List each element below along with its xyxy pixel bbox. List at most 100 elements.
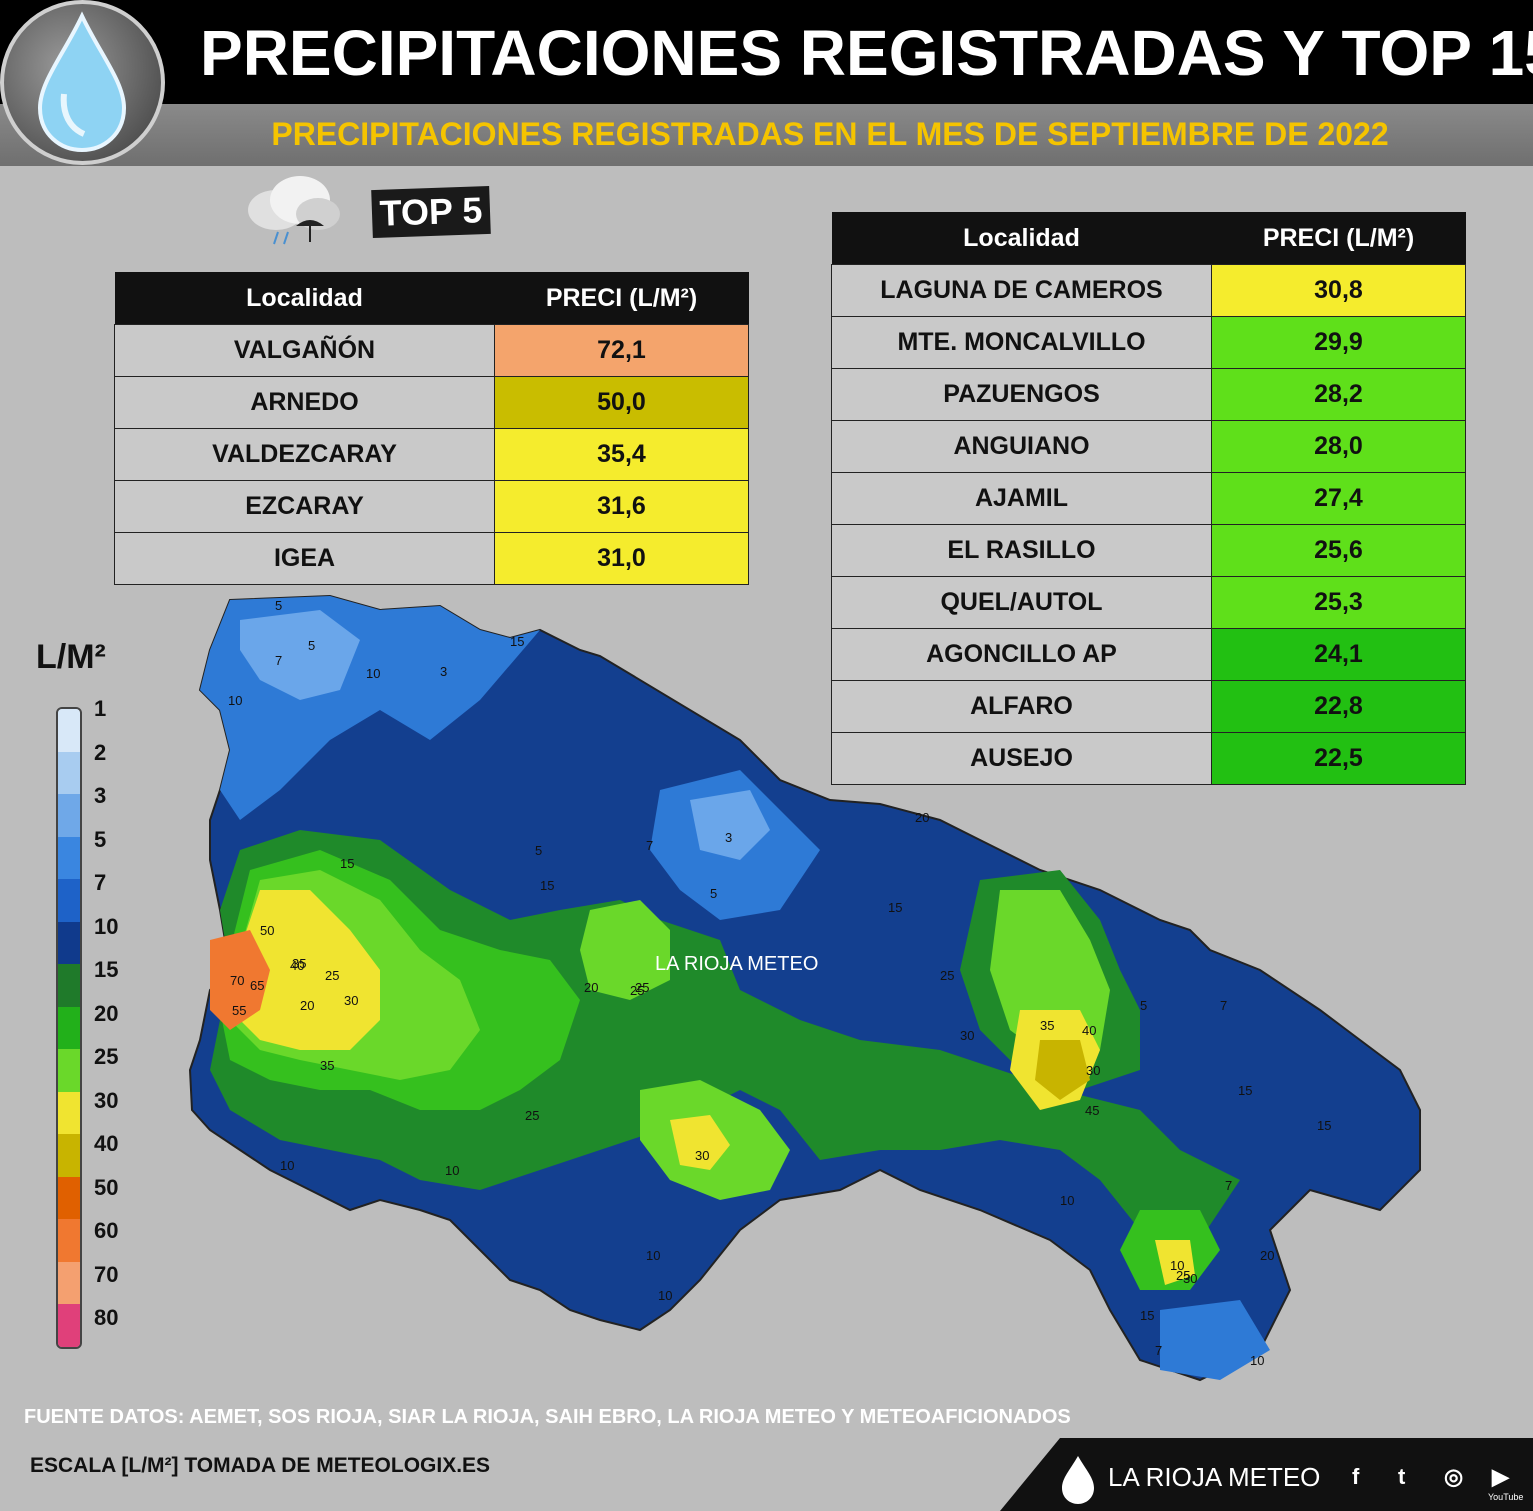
youtube-caption: YouTube — [1488, 1492, 1524, 1502]
localidad-cell: VALGAÑÓN — [114, 324, 495, 377]
legend-label: 10 — [94, 913, 119, 939]
contour-label: 45 — [1085, 1103, 1099, 1118]
contour-label: 20 — [300, 998, 314, 1013]
preci-cell: 72,1 — [494, 324, 749, 377]
legend-swatch — [58, 1134, 80, 1177]
table-row: QUEL/AUTOL 25,3 — [831, 576, 1466, 629]
legend-label: 7 — [94, 870, 107, 895]
page-title: PRECIPITACIONES REGISTRADAS Y TOP 15 — [200, 17, 1533, 89]
table-row: EZCARAY 31,6 — [114, 480, 749, 533]
preci-cell: 35,4 — [494, 428, 749, 481]
preci-cell: 28,0 — [1211, 420, 1466, 473]
contour-label: 10 — [1170, 1258, 1184, 1273]
contour-label: 10 — [228, 693, 242, 708]
contour-label: 30 — [960, 1028, 974, 1043]
table-row: VALDEZCARAY 35,4 — [114, 428, 749, 481]
legend-label: 70 — [94, 1261, 119, 1287]
contour-label: 20 — [1260, 1248, 1274, 1263]
contour-label: 5 — [308, 638, 315, 653]
preci-cell: 50,0 — [494, 376, 749, 429]
region-green-belt — [210, 830, 1240, 1240]
legend-label: 3 — [94, 783, 107, 808]
localidad-cell: AUSEJO — [831, 732, 1212, 785]
drop-logo-icon — [1062, 1456, 1094, 1504]
contour-label: 40 — [1082, 1023, 1096, 1038]
table-row: AGONCILLO AP 24,1 — [831, 628, 1466, 681]
top15-table: Localidad PRECI (L/M²) LAGUNA DE CAMEROS… — [831, 212, 1466, 785]
contour-label: 7 — [275, 653, 282, 668]
water-drop-icon — [37, 11, 127, 153]
preci-cell: 30,8 — [1211, 264, 1466, 317]
contour-label: 30 — [695, 1148, 709, 1163]
contour-label: 5 — [275, 598, 282, 613]
legend-label: 2 — [94, 739, 107, 765]
contour-label: 25 — [325, 968, 339, 983]
table-header-row: Localidad PRECI (L/M²) — [114, 272, 749, 325]
legend-label: 40 — [94, 1131, 119, 1156]
legend-label: 20 — [94, 1000, 119, 1026]
localidad-cell: IGEA — [114, 532, 495, 585]
contour-label: 5 — [535, 843, 542, 858]
contour-label: 5 — [1140, 998, 1147, 1013]
contour-label: 10 — [1060, 1193, 1074, 1208]
twitter-icon[interactable]: t — [1398, 1464, 1406, 1489]
contour-label: 15 — [1238, 1083, 1252, 1098]
contour-label: 10 — [646, 1248, 660, 1263]
contour-label: 30 — [1086, 1063, 1100, 1078]
table-row: PAZUENGOS 28,2 — [831, 368, 1466, 421]
contour-label: 10 — [1250, 1353, 1264, 1368]
region-watermark-green — [580, 900, 670, 1000]
preci-cell: 28,2 — [1211, 368, 1466, 421]
logo-badge — [0, 0, 165, 165]
instagram-icon[interactable]: ◎ — [1444, 1464, 1464, 1489]
youtube-icon[interactable]: ▶ — [1492, 1464, 1509, 1489]
region-southeast-yellow — [1155, 1240, 1195, 1285]
contour-label: 10 — [658, 1288, 672, 1303]
contour-label: 15 — [888, 900, 902, 915]
contour-label: 70 — [230, 973, 244, 988]
contour-label: 35 — [1040, 1018, 1054, 1033]
region-center-yellow — [670, 1115, 730, 1170]
legend-swatch — [58, 1219, 80, 1262]
legend-color-scale — [56, 707, 82, 1349]
table-row: AJAMIL 27,4 — [831, 472, 1466, 525]
contour-label: 35 — [320, 1058, 334, 1073]
contour-label: 25 — [635, 980, 649, 995]
localidad-cell: AJAMIL — [831, 472, 1212, 525]
preci-cell: 31,0 — [494, 532, 749, 585]
contour-label: 25 — [940, 968, 954, 983]
legend-swatch — [58, 1304, 80, 1347]
contour-label: 10 — [366, 666, 380, 681]
localidad-cell: EL RASILLO — [831, 524, 1212, 577]
preci-cell: 22,5 — [1211, 732, 1466, 785]
table-row: VALGAÑÓN 72,1 — [114, 324, 749, 377]
table-row: AUSEJO 22,5 — [831, 732, 1466, 785]
legend-label: 30 — [94, 1087, 119, 1113]
cloud-rain-umbrella-icon — [248, 176, 340, 245]
contour-label: 20 — [584, 980, 598, 995]
table-row: IGEA 31,0 — [114, 532, 749, 585]
contour-label: 15 — [1140, 1308, 1154, 1323]
contour-label: 25 — [525, 1108, 539, 1123]
legend-label: 5 — [94, 826, 107, 852]
contour-label: 50 — [260, 923, 274, 938]
preci-cell: 29,9 — [1211, 316, 1466, 369]
table-row: EL RASILLO 25,6 — [831, 524, 1466, 577]
contour-label: 15 — [540, 878, 554, 893]
column-header-localidad: Localidad — [114, 272, 495, 325]
localidad-cell: ALFARO — [831, 680, 1212, 733]
contour-label: 25 — [630, 983, 644, 998]
contour-label: 10 — [280, 1158, 294, 1173]
preci-cell: 31,6 — [494, 480, 749, 533]
contour-label: 40 — [290, 958, 304, 973]
legend-swatch — [58, 1091, 80, 1135]
legend-swatch — [58, 709, 80, 752]
facebook-icon[interactable]: f — [1352, 1464, 1360, 1489]
legend-swatch — [58, 1261, 80, 1305]
legend-swatch — [58, 921, 80, 965]
contour-label: 7 — [1225, 1178, 1232, 1193]
legend-label: 50 — [94, 1174, 119, 1200]
contour-label: 10 — [445, 1163, 459, 1178]
legend-swatch — [58, 1006, 80, 1050]
